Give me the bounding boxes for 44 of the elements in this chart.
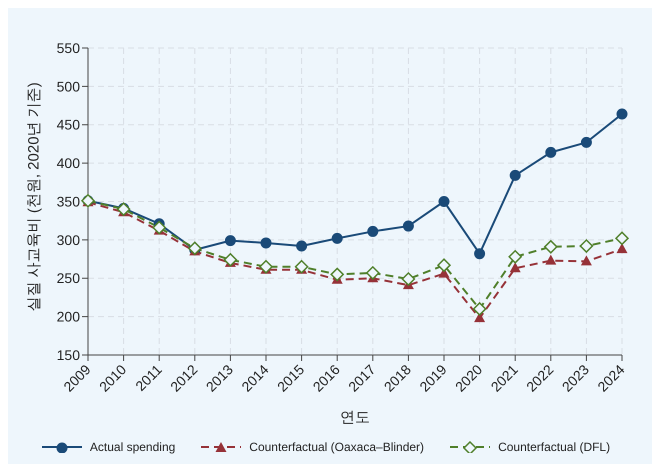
legend-label: Actual spending [88,440,176,454]
point [438,196,450,207]
point [545,254,556,265]
legend-label: Counterfactual (Oaxaca–Blinder) [248,440,424,454]
point [296,240,308,252]
point [224,253,238,267]
y-tick-label: 500 [56,78,80,94]
point [545,146,556,158]
point [508,250,522,264]
point [616,108,628,120]
point [472,302,486,316]
y-axis-title: 실질 사교육비 (천원, 2020년 기준) [25,82,42,312]
y-tick-label: 550 [56,40,80,56]
y-tick-label: 250 [56,270,80,286]
point [580,255,592,266]
point [402,220,414,232]
point [402,272,416,286]
point [366,266,380,280]
point [294,260,308,274]
legend-label: Counterfactual (DFL) [497,440,610,454]
point [580,136,592,148]
point [332,232,343,244]
point [437,258,451,272]
y-tick-label: 350 [56,193,80,210]
y-tick-label: 150 [56,346,80,363]
point [260,237,272,248]
point [615,232,629,246]
point [259,260,273,274]
point [188,242,202,256]
point [224,235,236,246]
point [510,262,521,272]
point [510,170,521,181]
y-tick-label: 300 [56,232,80,248]
point [616,243,628,254]
point [152,220,166,234]
point [580,239,594,253]
point [367,226,378,237]
y-tick-label: 400 [56,155,80,172]
y-tick-label: 200 [56,308,80,325]
point [544,240,558,254]
point [330,268,344,282]
x-axis-title: 연도 [340,409,370,426]
y-tick-label: 450 [56,116,80,133]
point [474,248,486,260]
